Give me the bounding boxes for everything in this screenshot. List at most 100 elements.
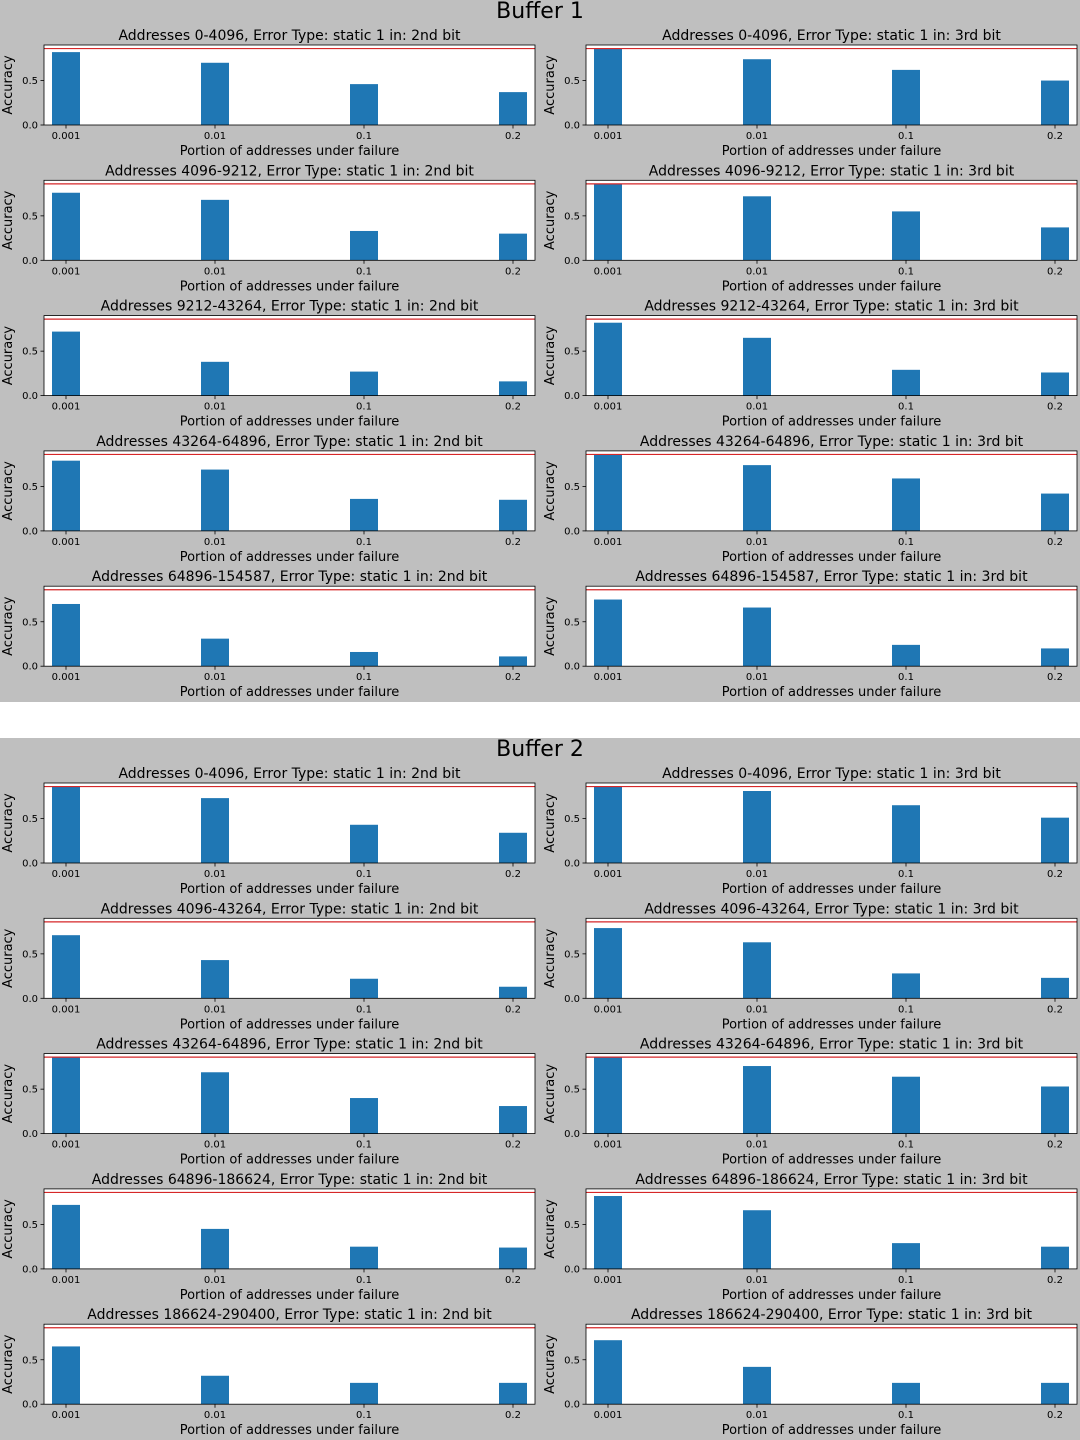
- x-tick-label: 0.01: [204, 1140, 226, 1151]
- y-tick-label: 0.5: [22, 347, 38, 358]
- bar: [499, 92, 527, 125]
- bar: [1041, 227, 1069, 260]
- y-axis-label: Accuracy: [1, 1064, 16, 1124]
- x-tick-label: 0.001: [594, 869, 623, 880]
- bar: [1041, 818, 1069, 863]
- bar: [1041, 81, 1069, 125]
- y-tick-label: 0.5: [564, 1085, 580, 1096]
- x-axis-label: Portion of addresses under failure: [722, 1288, 942, 1303]
- bar: [52, 935, 80, 998]
- bar: [350, 825, 378, 863]
- subplot-b2-6: 0.00.50.001 0.01 0.1 0.2Addresses 43264-648…: [543, 1037, 1077, 1168]
- y-axis-label: Accuracy: [543, 596, 558, 656]
- x-tick-label: 0.1: [898, 266, 914, 277]
- subplot-title: Addresses 4096-43264, Error Type: static…: [644, 901, 1019, 917]
- y-tick-label: 0.5: [564, 1220, 580, 1231]
- bar: [350, 231, 378, 260]
- bar: [350, 1383, 378, 1404]
- bar: [52, 52, 80, 125]
- bar: [201, 362, 229, 396]
- x-axis-label: Portion of addresses under failure: [722, 550, 942, 565]
- x-axis-label: Portion of addresses under failure: [722, 1153, 942, 1168]
- x-axis-label: Portion of addresses under failure: [722, 685, 942, 700]
- x-tick-label: 0.001: [52, 1004, 81, 1015]
- x-axis-label: Portion of addresses under failure: [180, 1288, 400, 1303]
- bar: [201, 798, 229, 863]
- x-tick-label: 0.1: [356, 1275, 372, 1286]
- x-tick-label: 0.2: [1047, 402, 1063, 413]
- bar: [201, 63, 229, 125]
- x-tick-label: 0.1: [898, 1004, 914, 1015]
- subplot-title: Addresses 4096-9212, Error Type: static …: [105, 163, 474, 179]
- axes-background: [586, 1324, 1077, 1404]
- subplot-b2-1: 0.0 0.5 0.001 0.01 0.1 0.2 Addresses 0-4096, E…: [1, 766, 535, 897]
- bar: [499, 656, 527, 666]
- bar: [201, 960, 229, 998]
- x-tick-label: 0.01: [204, 266, 226, 277]
- subplot-title: Addresses 0-4096, Error Type: static 1 i…: [118, 766, 461, 782]
- subplot-title: Addresses 43264-64896, Error Type: stati…: [640, 434, 1024, 450]
- x-tick-label: 0.2: [505, 1140, 521, 1151]
- bar: [350, 1098, 378, 1134]
- x-tick-label: 0.001: [594, 1410, 623, 1421]
- axes-background: [586, 1189, 1077, 1269]
- subplot-b2-5: 0.00.50.001 0.01 0.1 0.2Addresses 43264-648…: [1, 1037, 535, 1168]
- y-axis-label: Accuracy: [1, 928, 16, 988]
- bar: [892, 1243, 920, 1269]
- x-tick-label: 0.1: [898, 1275, 914, 1286]
- bar: [52, 787, 80, 863]
- bar: [594, 454, 622, 530]
- subplot-b2-2: 0.00.50.001 0.01 0.1 0.2Addresses 0-4096, E…: [543, 766, 1077, 897]
- bar: [892, 211, 920, 260]
- x-tick-label: 0.001: [52, 1140, 81, 1151]
- bar: [1041, 648, 1069, 666]
- y-tick-label: 0.5: [22, 949, 38, 960]
- y-tick-label: 0.0: [564, 994, 580, 1005]
- subplot-title: Addresses 9212-43264, Error Type: static…: [644, 299, 1019, 315]
- y-tick-label: 0.5: [22, 1085, 38, 1096]
- x-tick-label: 0.1: [356, 869, 372, 880]
- bar: [1041, 978, 1069, 998]
- axes-background: [586, 586, 1077, 666]
- x-tick-label: 0.2: [505, 266, 521, 277]
- y-axis-label: Accuracy: [543, 1199, 558, 1259]
- x-tick-label: 0.1: [356, 672, 372, 683]
- bar: [743, 59, 771, 125]
- subplot-title: Addresses 0-4096, Error Type: static 1 i…: [662, 766, 1001, 782]
- y-axis-label: Accuracy: [543, 1064, 558, 1124]
- y-tick-label: 0.5: [22, 482, 38, 493]
- x-axis-label: Portion of addresses under failure: [180, 685, 400, 700]
- y-axis-label: Accuracy: [543, 190, 558, 250]
- subplot-title: Addresses 0-4096, Error Type: static 1 i…: [118, 28, 461, 44]
- x-tick-label: 0.001: [52, 1275, 81, 1286]
- y-tick-label: 0.0: [22, 526, 38, 537]
- y-tick-label: 0.0: [564, 859, 580, 870]
- x-tick-label: 0.001: [52, 131, 81, 142]
- y-axis-label: Accuracy: [1, 793, 16, 853]
- x-tick-label: 0.1: [898, 402, 914, 413]
- axes-background: [44, 1189, 535, 1269]
- x-tick-label: 0.001: [594, 672, 623, 683]
- x-tick-label: 0.1: [898, 131, 914, 142]
- bar: [201, 200, 229, 260]
- x-tick-label: 0.2: [505, 1275, 521, 1286]
- bar: [594, 49, 622, 125]
- bar: [499, 1248, 527, 1269]
- subplot-b1-9: 0.0 0.5 0.001 0.01 0.1 0.2 Addresses 64896-154…: [1, 569, 535, 700]
- subplot-title: Addresses 4096-9212, Error Type: static …: [649, 163, 1015, 179]
- subplot-b1-1: 0.00.50.001 0.01 0.1 0.2Addresses 0-4096, E…: [1, 28, 535, 159]
- x-tick-label: 0.2: [1047, 1275, 1063, 1286]
- bar: [743, 465, 771, 531]
- x-tick-label: 0.1: [898, 1410, 914, 1421]
- y-axis-label: Accuracy: [543, 793, 558, 853]
- x-tick-label: 0.01: [204, 869, 226, 880]
- x-tick-label: 0.2: [505, 537, 521, 548]
- bar: [743, 791, 771, 863]
- y-axis-label: Accuracy: [1, 596, 16, 656]
- bar: [594, 1057, 622, 1133]
- bar: [499, 1106, 527, 1134]
- bar: [350, 652, 378, 666]
- x-tick-label: 0.001: [594, 1140, 623, 1151]
- bar: [743, 942, 771, 998]
